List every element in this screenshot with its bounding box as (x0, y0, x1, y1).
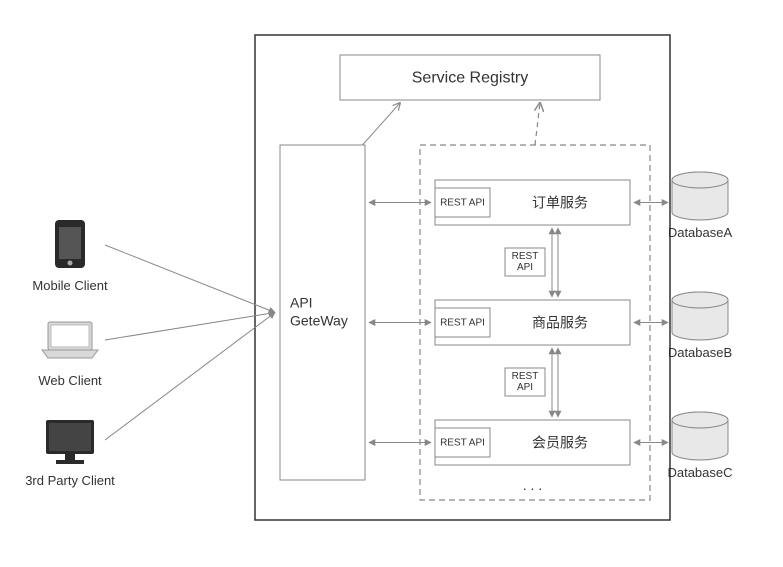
database-DatabaseB: DatabaseB (668, 292, 732, 360)
rest-api-label: REST API (440, 318, 485, 329)
database-DatabaseA: DatabaseA (668, 172, 733, 240)
arrow-client-to-gateway (105, 313, 275, 441)
arrow-services-to-registry (535, 103, 540, 145)
service-registry-label: Service Registry (412, 70, 528, 87)
gateway-label-2: GeteWay (290, 313, 348, 329)
database-label: DatabaseA (668, 225, 733, 240)
arrow-client-to-gateway (105, 313, 275, 341)
mobile-client-icon (55, 220, 85, 268)
web-client-icon (42, 322, 98, 358)
database-label: DatabaseC (667, 465, 732, 480)
service-label: 会员服务 (532, 435, 588, 451)
third-party-client-icon (46, 420, 94, 464)
arrow-gateway-to-registry (363, 103, 401, 145)
svg-text:REST: REST (512, 251, 539, 262)
arrow-client-to-gateway (105, 245, 275, 313)
service-label: 商品服务 (532, 315, 588, 331)
services-ellipsis: . . . (523, 477, 542, 493)
service-member: REST API 会员服务 (435, 420, 630, 465)
rest-api-label: REST API (440, 438, 485, 449)
svg-text:API: API (517, 382, 533, 393)
mobile-client-label: Mobile Client (32, 278, 108, 293)
service-label: 订单服务 (532, 195, 588, 211)
party-client-label: 3rd Party Client (25, 473, 115, 488)
svg-text:API: API (517, 262, 533, 273)
gateway-label-1: API (290, 295, 313, 311)
svg-text:REST: REST (512, 371, 539, 382)
database-label: DatabaseB (668, 345, 732, 360)
architecture-diagram: Service RegistryAPIGeteWayREST API订单服务RE… (0, 0, 783, 562)
database-DatabaseC: DatabaseC (667, 412, 732, 480)
rest-api-label: REST API (440, 198, 485, 209)
web-client-label: Web Client (38, 373, 102, 388)
service-order: REST API 订单服务 (435, 180, 630, 225)
service-product: REST API 商品服务 (435, 300, 630, 345)
